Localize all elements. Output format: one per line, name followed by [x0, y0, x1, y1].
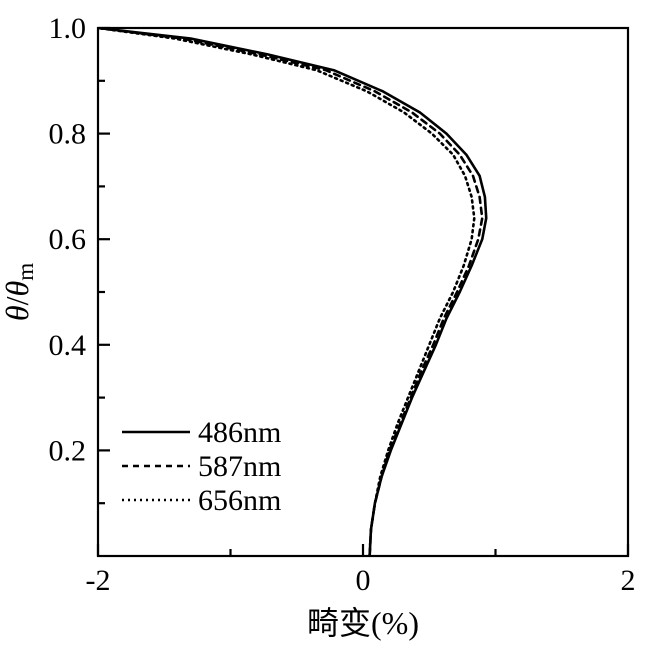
distortion-chart: -2020.20.40.60.81.0畸变(%)θ/θm486nm587nm65…: [0, 0, 667, 655]
ytick-label: 0.4: [49, 329, 87, 362]
xtick-label: -2: [86, 564, 111, 597]
ytick-label: 0.2: [49, 434, 87, 467]
xtick-label: 0: [356, 564, 371, 597]
x-axis-label: 畸变(%): [307, 605, 419, 641]
legend-label: 587nm: [198, 450, 281, 483]
ytick-label: 0.8: [49, 118, 87, 151]
legend-label: 656nm: [198, 484, 281, 517]
ytick-label: 1.0: [49, 12, 87, 45]
legend-label: 486nm: [198, 416, 281, 449]
chart-svg: -2020.20.40.60.81.0畸变(%)θ/θm486nm587nm65…: [0, 0, 667, 655]
xtick-label: 2: [621, 564, 636, 597]
ytick-label: 0.6: [49, 223, 87, 256]
